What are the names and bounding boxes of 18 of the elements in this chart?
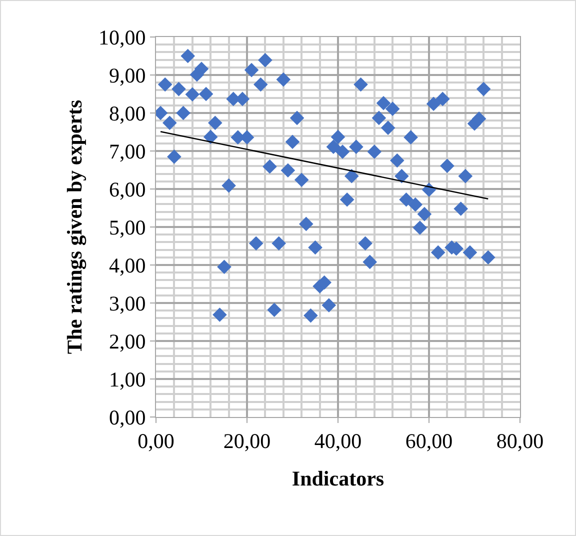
x-tick-label: 0,00 bbox=[138, 429, 174, 454]
y-tick-label: 10,00 bbox=[98, 25, 146, 50]
x-tick-label: 20,00 bbox=[223, 429, 271, 454]
y-tick-label: 8,00 bbox=[109, 101, 146, 126]
x-tick-label: 40,00 bbox=[314, 429, 362, 454]
y-tick-label: 2,00 bbox=[109, 329, 146, 354]
y-tick-label: 1,00 bbox=[109, 367, 146, 392]
y-tick-label: 4,00 bbox=[109, 253, 146, 278]
y-tick-label: 9,00 bbox=[109, 63, 146, 88]
x-axis-title: Indicators bbox=[292, 466, 384, 490]
y-tick-label: 7,00 bbox=[109, 139, 146, 164]
x-tick-label: 80,00 bbox=[496, 429, 544, 454]
y-tick-label: 6,00 bbox=[109, 177, 146, 202]
y-tick-label: 5,00 bbox=[109, 215, 146, 240]
y-tick-label: 3,00 bbox=[109, 291, 146, 316]
y-tick-label: 0,00 bbox=[109, 405, 146, 430]
y-axis-title: The ratings given by experts bbox=[62, 100, 87, 354]
x-tick-label: 60,00 bbox=[405, 429, 453, 454]
